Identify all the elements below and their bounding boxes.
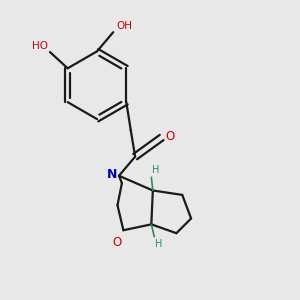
Text: O: O [112,236,122,248]
Text: H: H [155,239,163,249]
Text: O: O [166,130,175,143]
Text: H: H [152,165,160,175]
Text: OH: OH [117,21,133,31]
Text: HO: HO [32,40,48,51]
Text: N: N [107,168,118,181]
